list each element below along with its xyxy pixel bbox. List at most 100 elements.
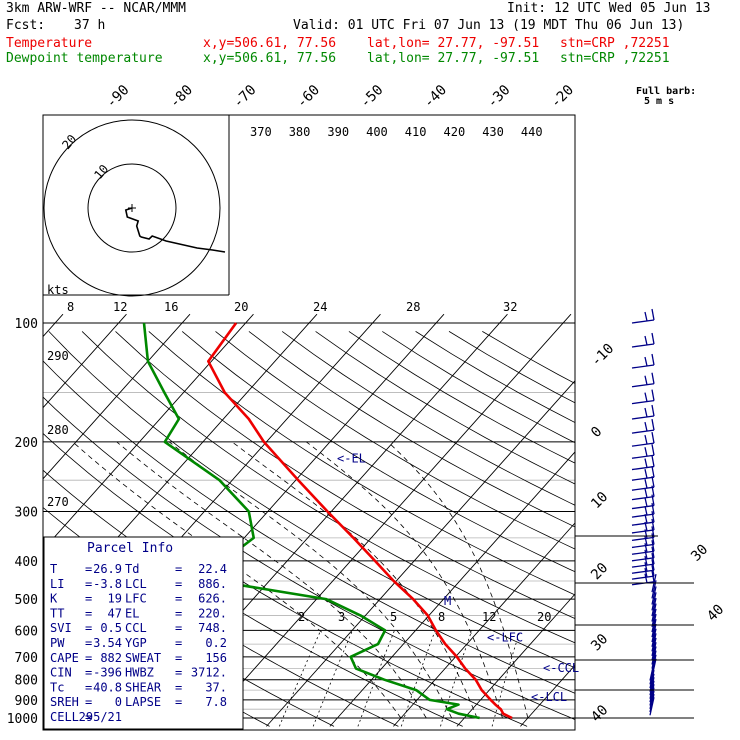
theta-label: 410: [405, 125, 427, 139]
barb-flag: [644, 536, 648, 546]
parcel-key: K: [50, 592, 58, 606]
parcel-key: CAPE: [50, 651, 79, 665]
parcel-key: Tc: [50, 680, 64, 694]
isotherm-label: -10: [588, 341, 617, 370]
barb-staff: [631, 476, 655, 481]
parcel-value: 26.9: [93, 562, 122, 576]
parcel-value: 19: [108, 592, 122, 606]
wind-barb: [631, 553, 655, 568]
wind-barb: [631, 308, 655, 324]
barb-legend-value: 5 m s: [644, 96, 674, 107]
barb-flag: [651, 432, 655, 444]
wind-barb: [631, 546, 655, 562]
parcel-title: Parcel Info: [87, 541, 173, 556]
hodograph-trace: [124, 207, 226, 253]
parcel-eq: =: [175, 606, 182, 620]
pressure-label-300: 300: [15, 505, 38, 520]
wind-barb: [631, 518, 655, 534]
parcel-eq: =: [85, 606, 92, 620]
wind-barb: [631, 540, 655, 555]
wind-barbs: 30 40 Full barb:5 m s: [575, 86, 727, 719]
barb-staff: [631, 563, 655, 568]
wind-barb: [631, 533, 655, 549]
barb-flag: [644, 335, 648, 346]
parcel-key: SVI: [50, 621, 72, 635]
parcel-key: LFC: [125, 592, 147, 606]
pressure-label-1000: 1000: [7, 712, 38, 727]
parcel-value: 295/21: [79, 710, 122, 724]
wind-barb: [631, 476, 655, 491]
dry-adiabat: [448, 331, 575, 404]
barb-staff: [631, 536, 655, 541]
parcel-key: TT: [50, 606, 64, 620]
parcel-value: 40.8: [93, 680, 122, 694]
barb-flag: [651, 553, 655, 565]
parcel-value: 0: [115, 695, 122, 709]
pressure-label-900: 900: [15, 694, 38, 709]
barb-staff: [631, 442, 655, 447]
mixing-ratio-line: [312, 630, 353, 727]
parcel-eq: =: [85, 680, 92, 694]
barb-staff: [631, 415, 655, 420]
parcel-key: PW: [50, 636, 65, 650]
barb-flag: [651, 494, 655, 506]
theta-label: 380: [289, 125, 311, 139]
level-marker: <-LCL: [531, 690, 567, 704]
mixing-ratio-line: [400, 630, 436, 727]
pressure-label-500: 500: [15, 593, 38, 608]
wind-barb: [651, 586, 657, 605]
barb-flag: [651, 332, 655, 345]
parcel-key: Td: [125, 562, 139, 576]
wind-barb: [649, 690, 655, 709]
pressure-label-400: 400: [15, 555, 38, 570]
parcel-eq: =: [175, 621, 182, 635]
isotherm-label: 30: [588, 631, 611, 654]
barb-flag: [651, 546, 655, 558]
wind-barb: [651, 603, 657, 622]
hodograph-ring-10: [87, 163, 177, 253]
parcel-key: CIN: [50, 666, 72, 680]
parcel-eq: =: [175, 592, 182, 606]
barb-flag: [644, 521, 648, 532]
mixing-ratio-label: 20: [537, 610, 551, 624]
wind-barb: [651, 637, 657, 656]
parcel-key: EL: [125, 606, 139, 620]
wind-barb: [631, 332, 655, 348]
barb-flag: [644, 421, 648, 432]
parcel-value: 3.54: [93, 636, 122, 650]
parcel-eq: =: [85, 651, 92, 665]
parcel-value: 7.8: [205, 695, 227, 709]
wind-speed-label: 20: [234, 300, 248, 314]
mixing-ratio-line: [357, 630, 395, 727]
barb-staff: [631, 529, 655, 534]
theta-label-left: 270: [47, 495, 69, 509]
profile-temperature: [207, 322, 513, 720]
barb-staff: [631, 521, 655, 526]
barb-flag: [644, 549, 648, 559]
sounding-profiles: [142, 322, 513, 720]
hodograph-ring-20: [43, 119, 221, 297]
barb-flag: [644, 356, 648, 367]
wind-barb: [631, 444, 655, 459]
parcel-eq: =: [85, 710, 92, 724]
parcel-eq: =: [175, 636, 182, 650]
dewpoint-xy: x,y=506.61, 77.56: [203, 51, 337, 66]
barb-legend: Full barb:: [636, 86, 696, 97]
wind-barb: [649, 693, 655, 713]
isotherm-label: -20: [548, 82, 577, 111]
wind-barb: [651, 597, 657, 617]
barb-flag: [651, 353, 655, 366]
wind-barb: [651, 592, 657, 611]
isotherm: [43, 313, 254, 551]
isotherm: [456, 593, 575, 727]
wind-barb: [631, 404, 655, 420]
wind-barb: [651, 633, 657, 652]
isotherm-label: 10: [588, 489, 611, 512]
plot-border: [42, 114, 576, 731]
parcel-value: -3.8: [93, 577, 122, 591]
isotherm-label: -40: [421, 82, 450, 111]
parcel-key: HWBZ: [125, 666, 154, 680]
barb-staff: [631, 364, 655, 369]
wind-barb: [649, 662, 655, 681]
